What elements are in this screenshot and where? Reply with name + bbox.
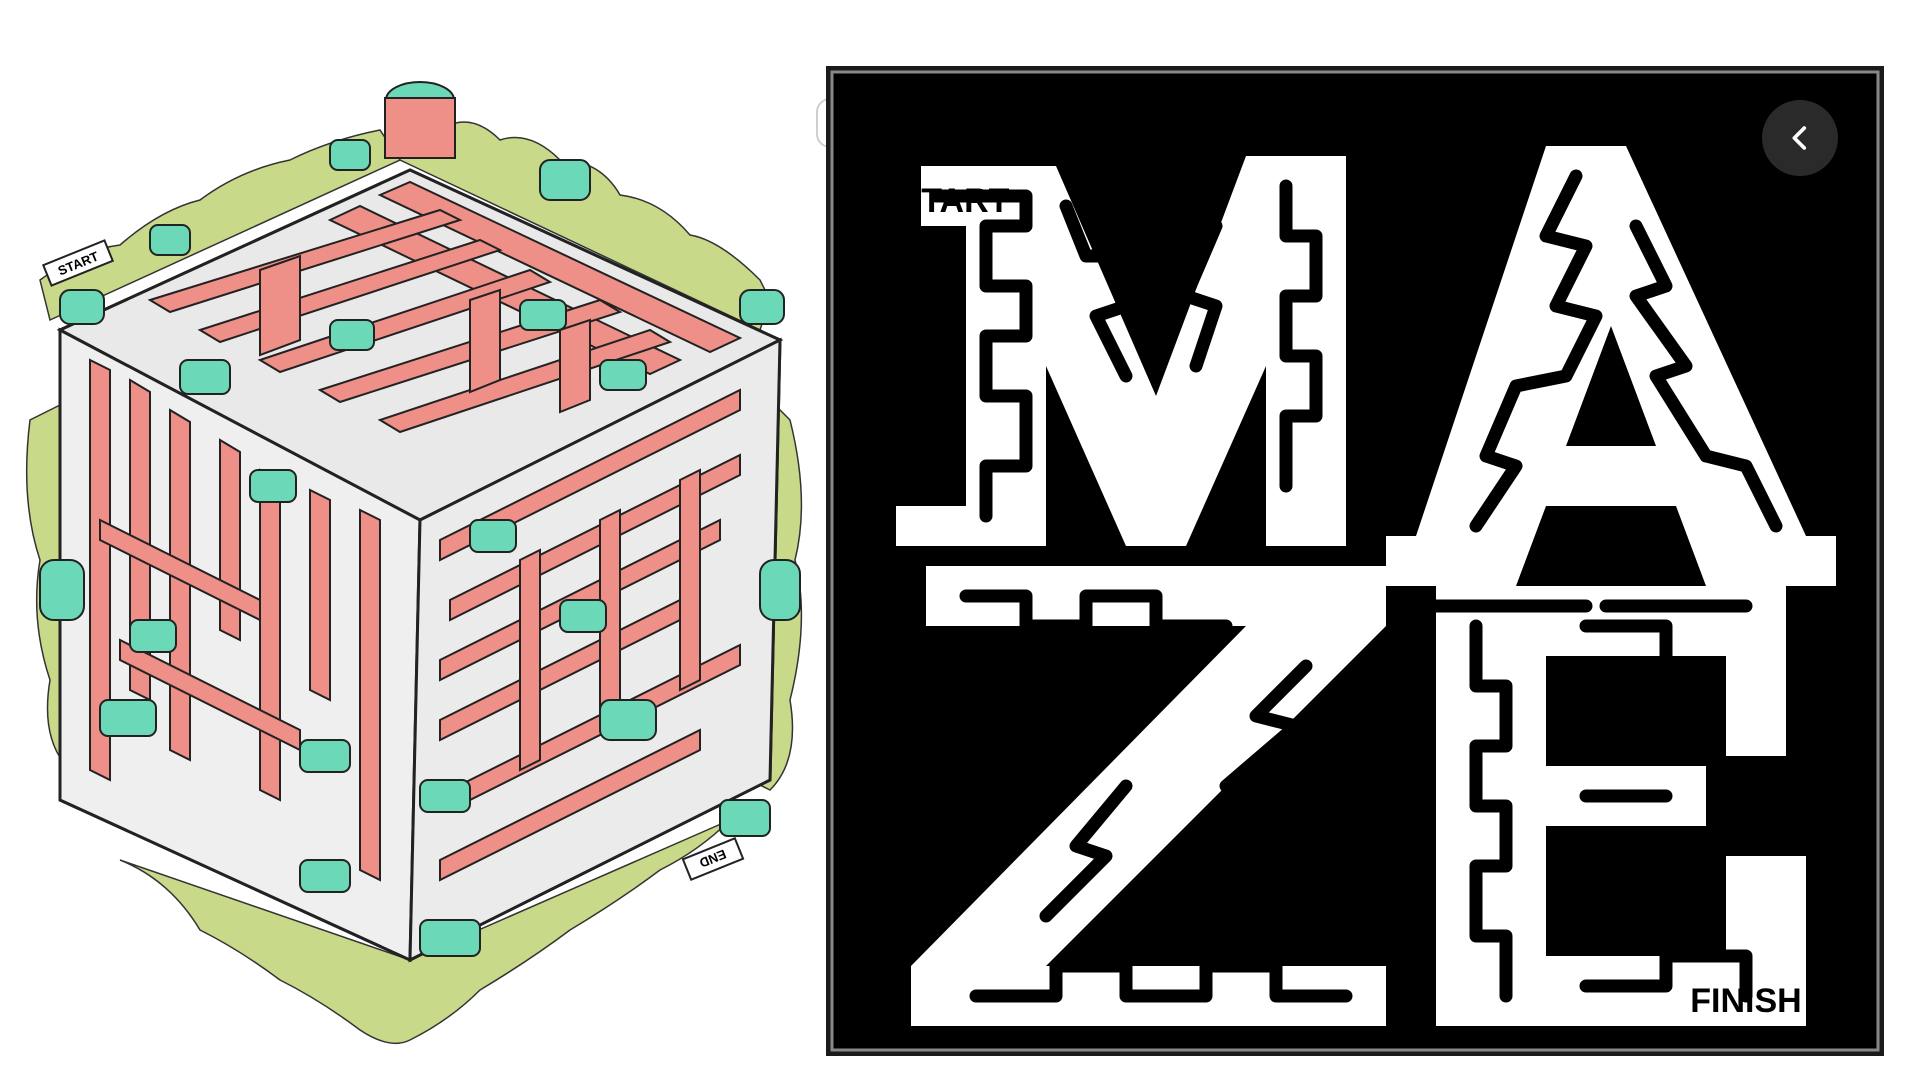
chevron-left-icon [1792, 126, 1807, 150]
maze-letters [896, 146, 1836, 1026]
letter-z [911, 566, 1386, 1026]
isometric-maze-image: START END [25, 81, 803, 1045]
start-label: START [899, 182, 1010, 220]
maze-walls [89, 180, 743, 882]
maze-lettering-image: START FINISH [826, 66, 1884, 1056]
previous-button[interactable] [1762, 100, 1838, 176]
maze-corridors [929, 169, 1783, 1003]
letter-m [896, 156, 1346, 546]
letter-a [1386, 146, 1836, 586]
building-roofs [39, 81, 801, 957]
letter-e [1436, 586, 1806, 1026]
end-label-box: END [681, 837, 745, 881]
finish-label: FINISH [1690, 982, 1801, 1020]
